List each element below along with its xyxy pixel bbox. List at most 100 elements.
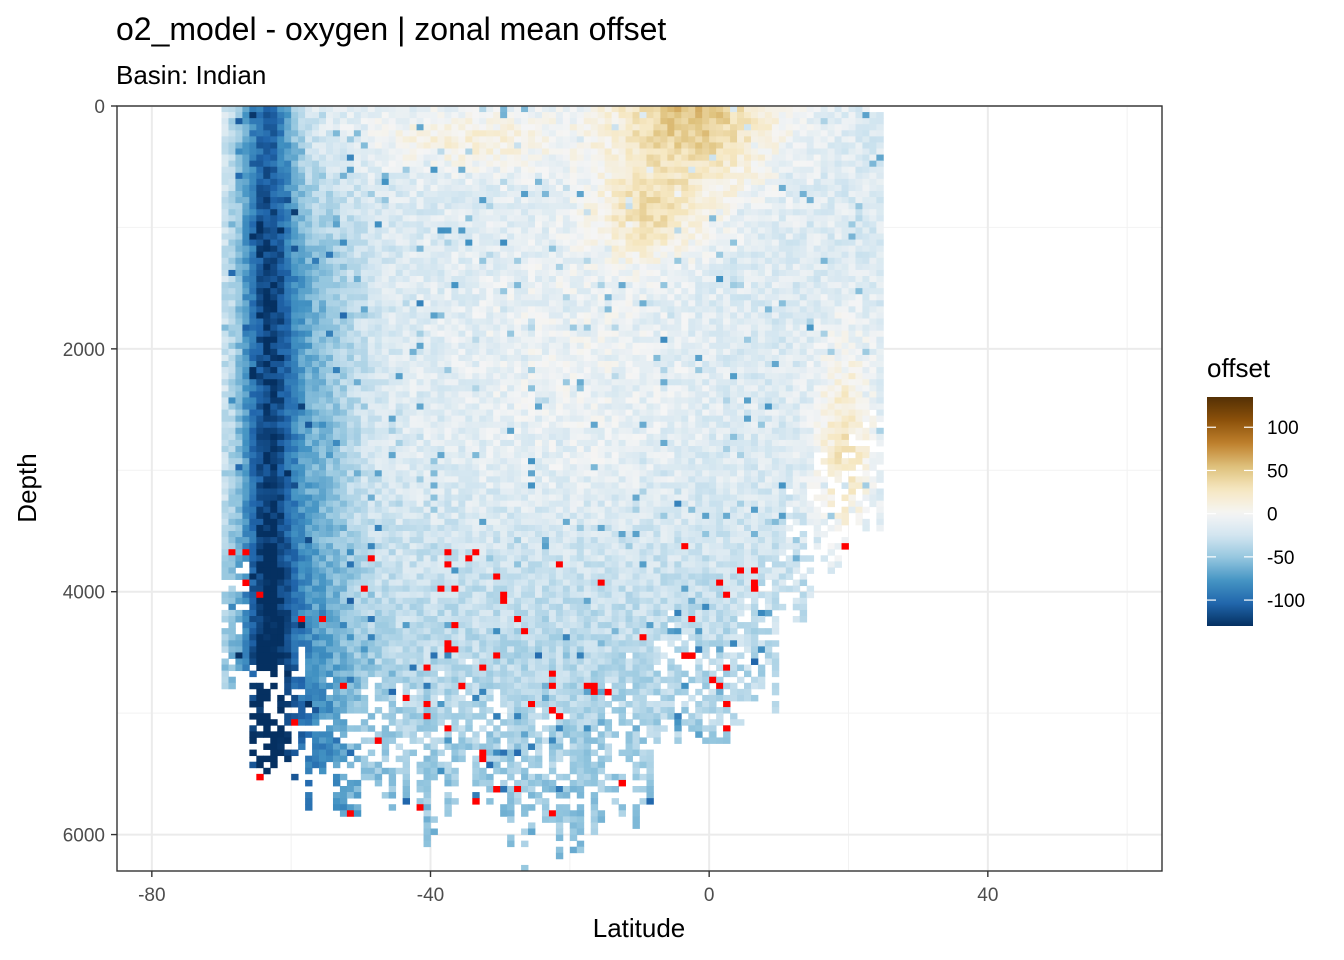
heatmap-cell: [242, 391, 250, 398]
heatmap-cell: [332, 373, 341, 380]
heatmap-cell: [277, 597, 285, 605]
heatmap-cell: [270, 124, 278, 131]
heatmap-cell: [298, 603, 306, 611]
heatmap-cell: [465, 203, 473, 210]
heatmap-cell: [395, 178, 404, 186]
heatmap-cell: [312, 524, 320, 532]
heatmap-cell: [374, 634, 383, 641]
heatmap-cell: [528, 488, 536, 495]
heatmap-cell: [486, 409, 494, 417]
heatmap-cell: [500, 531, 508, 538]
heatmap-cell: [381, 318, 390, 325]
heatmap-cell: [479, 743, 487, 750]
heatmap-cell: [451, 245, 459, 253]
heatmap-cell: [256, 269, 264, 277]
heatmap-cell: [521, 628, 529, 635]
heatmap-cell: [381, 306, 390, 313]
heatmap-cell: [423, 816, 431, 823]
heatmap-cell: [444, 597, 452, 605]
heatmap-cell: [263, 537, 271, 544]
heatmap-cell: [235, 415, 243, 423]
heatmap-cell: [409, 646, 417, 653]
heatmap-cell: [388, 397, 397, 404]
heatmap-cell: [339, 670, 348, 678]
heatmap-cell: [521, 494, 529, 502]
heatmap-cell: [528, 616, 536, 623]
heatmap-cell: [270, 458, 278, 465]
heatmap-cell: [367, 591, 376, 599]
heatmap-cell: [221, 664, 229, 672]
heatmap-cell: [339, 197, 348, 204]
heatmap-cell: [367, 737, 376, 744]
heatmap-cell: [451, 142, 459, 149]
heatmap-cell: [319, 385, 327, 392]
heatmap-cell: [521, 142, 529, 149]
heatmap-cell: [465, 719, 473, 726]
heatmap-cell: [409, 263, 417, 271]
heatmap-cell: [388, 184, 397, 192]
heatmap-cell: [312, 688, 320, 696]
heatmap-cell: [277, 458, 285, 465]
heatmap-cell: [242, 397, 250, 404]
heatmap-cell: [353, 512, 362, 520]
heatmap-cell: [284, 549, 292, 556]
heatmap-cell: [353, 452, 362, 459]
heatmap-cell: [437, 269, 445, 277]
heatmap-cell: [360, 646, 369, 653]
heatmap-cell: [472, 561, 480, 568]
heatmap-cell: [507, 354, 515, 362]
heatmap-cell: [402, 682, 410, 690]
heatmap-cell: [256, 543, 264, 550]
heatmap-cell: [381, 664, 390, 672]
heatmap-cell: [465, 446, 473, 453]
heatmap-cell: [479, 476, 487, 483]
heatmap-cell: [423, 172, 431, 180]
heatmap-cell: [409, 464, 417, 471]
heatmap-cell: [493, 573, 501, 580]
heatmap-cell: [388, 373, 397, 380]
heatmap-cell: [458, 239, 466, 247]
heatmap-cell: [339, 294, 348, 301]
heatmap-cell: [472, 494, 480, 502]
heatmap-cell: [277, 725, 285, 732]
heatmap-cell: [319, 531, 327, 538]
heatmap-cell: [521, 312, 529, 319]
heatmap-cell: [528, 403, 536, 410]
heatmap-cell: [395, 622, 404, 629]
heatmap-cell: [486, 524, 494, 532]
heatmap-cell: [409, 178, 417, 186]
heatmap-cell: [374, 324, 383, 332]
heatmap-cell: [249, 433, 257, 441]
heatmap-cell: [479, 634, 487, 641]
heatmap-cell: [374, 403, 383, 410]
heatmap-cell: [221, 464, 229, 471]
heatmap-cell: [430, 130, 438, 137]
heatmap-cell: [528, 543, 536, 550]
heatmap-cell: [256, 330, 264, 338]
heatmap-cell: [521, 330, 529, 338]
heatmap-cell: [472, 591, 480, 599]
heatmap-cell: [444, 342, 452, 350]
heatmap-cell: [458, 725, 466, 732]
heatmap-cell: [221, 415, 229, 423]
heatmap-cell: [284, 184, 292, 192]
heatmap-cell: [312, 403, 320, 410]
heatmap-cell: [423, 354, 431, 362]
heatmap-cell: [326, 294, 334, 301]
heatmap-cell: [374, 166, 383, 174]
heatmap-cell: [284, 585, 292, 593]
heatmap-cell: [319, 682, 327, 690]
heatmap-cell: [465, 367, 473, 374]
heatmap-cell: [367, 294, 376, 301]
heatmap-cell: [367, 233, 376, 240]
heatmap-cell: [242, 458, 250, 465]
heatmap-cell: [388, 779, 397, 787]
heatmap-cell: [458, 385, 466, 392]
heatmap-cell: [228, 124, 236, 131]
heatmap-cell: [444, 470, 452, 477]
heatmap-cell: [339, 178, 348, 186]
heatmap-cell: [312, 458, 320, 465]
heatmap-cell: [395, 282, 404, 289]
heatmap-cell: [451, 579, 459, 587]
heatmap-cell: [451, 403, 459, 410]
